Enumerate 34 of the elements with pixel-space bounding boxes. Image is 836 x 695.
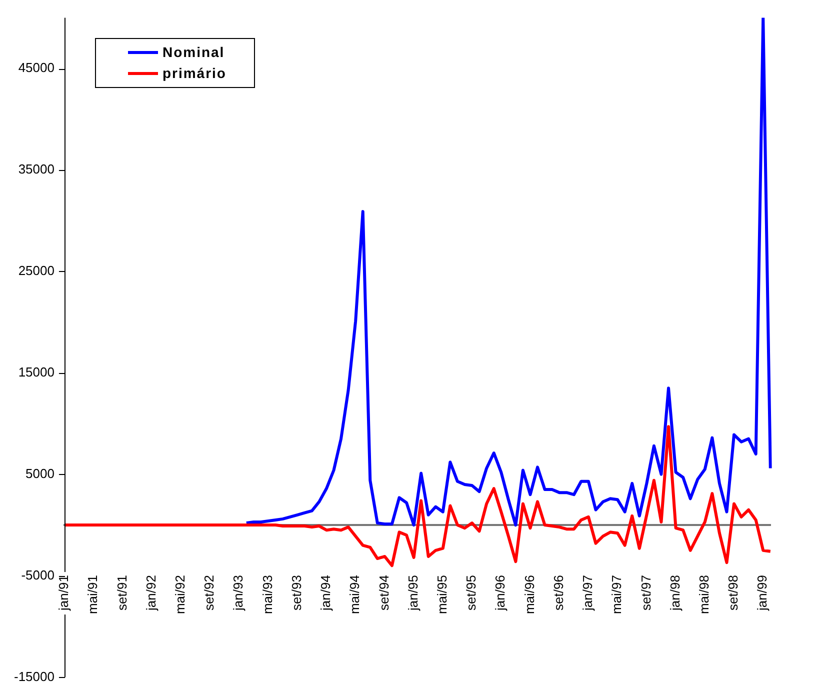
- y-tick-label: -5000: [21, 567, 54, 582]
- y-tick-label: 45000: [18, 60, 54, 76]
- x-tick-label: mai/95: [434, 575, 450, 614]
- x-tick-label: set/92: [202, 575, 217, 610]
- x-tick-label: set/98: [726, 575, 741, 610]
- x-tick-label: jan/96: [492, 575, 508, 612]
- x-tick-label: jan/94: [318, 575, 334, 612]
- x-tick-label: mai/92: [172, 575, 188, 614]
- legend-label: Nominal: [162, 44, 225, 60]
- x-tick-label: jan/91: [56, 575, 72, 612]
- x-tick-label: set/93: [288, 575, 304, 610]
- x-tick-label: set/97: [638, 575, 654, 610]
- x-tick-label: jan/95: [405, 575, 420, 612]
- y-tick-label: -15000: [14, 668, 54, 684]
- legend-label: primário: [162, 65, 226, 82]
- x-tick-label: jan/99: [754, 575, 770, 612]
- y-tick-label: 15000: [18, 364, 54, 380]
- x-tick-label: jan/97: [580, 575, 596, 612]
- x-tick-label: set/95: [464, 575, 479, 610]
- y-tick-label: 5000: [26, 466, 54, 481]
- x-tick-label: jan/98: [667, 575, 682, 612]
- x-tick-label: mai/98: [696, 575, 712, 614]
- x-tick-label: jan/93: [230, 575, 246, 612]
- x-tick-label: jan/92: [143, 575, 158, 612]
- x-tick-label: set/96: [550, 575, 566, 610]
- x-tick-label: mai/91: [85, 575, 100, 614]
- x-tick-label: set/94: [376, 575, 392, 610]
- x-tick-label: mai/94: [347, 575, 362, 614]
- x-tick-label: mai/93: [260, 575, 275, 614]
- y-tick-label: 35000: [18, 162, 54, 177]
- x-tick-label: set/91: [114, 575, 130, 610]
- x-tick-label: mai/96: [522, 575, 537, 614]
- y-tick-label: 25000: [18, 262, 54, 278]
- x-tick-label: mai/97: [609, 575, 624, 614]
